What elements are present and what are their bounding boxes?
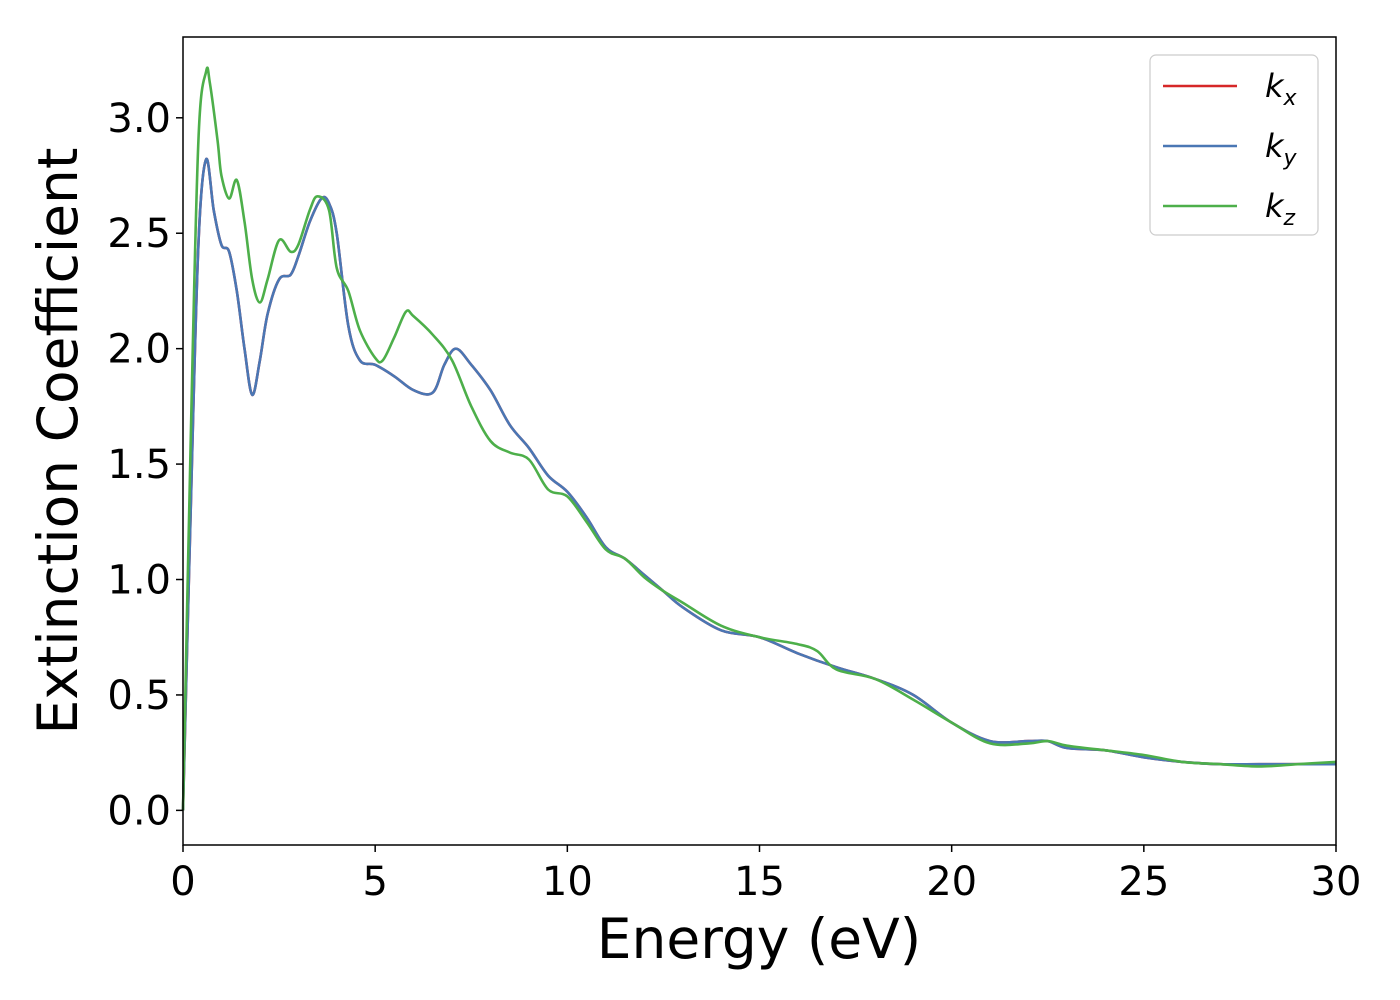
legend-label-base: k xyxy=(1265,187,1285,225)
y-tick-label: 0.0 xyxy=(107,788,171,834)
y-tick-label: 2.0 xyxy=(107,327,171,373)
legend-label-subscript: x xyxy=(1283,86,1298,111)
x-tick-label: 15 xyxy=(734,859,785,905)
x-tick-label: 30 xyxy=(1311,859,1362,905)
legend-label-base: k xyxy=(1265,67,1285,105)
x-tick-label: 0 xyxy=(170,859,195,905)
legend-label-subscript: z xyxy=(1283,206,1296,231)
plot-lines xyxy=(181,66,1337,811)
x-tick-label: 10 xyxy=(542,859,593,905)
series-line-k-z xyxy=(181,66,1337,811)
y-axis-title: Extinction Coefficient xyxy=(26,148,90,735)
y-tick-label: 0.5 xyxy=(107,673,171,719)
y-axis-ticks: 0.0 0.5 1.0 1.5 2.0 2.5 3.0 xyxy=(107,96,183,834)
legend-label-y: ky xyxy=(1265,127,1298,171)
x-tick-label: 25 xyxy=(1118,859,1169,905)
legend-label-x: kx xyxy=(1265,67,1298,111)
legend-label-z: kz xyxy=(1265,187,1296,231)
legend-label-base: k xyxy=(1265,127,1285,165)
y-tick-label: 3.0 xyxy=(107,96,171,142)
series-line-k-y xyxy=(181,158,1336,811)
y-tick-label: 1.5 xyxy=(107,442,171,488)
y-tick-label: 1.0 xyxy=(107,558,171,604)
x-tick-label: 5 xyxy=(362,859,387,905)
x-axis-title: Energy (eV) xyxy=(597,907,921,971)
x-axis-ticks: 0 5 10 15 20 25 30 xyxy=(170,845,1361,905)
x-tick-label: 20 xyxy=(926,859,977,905)
legend-label-subscript: y xyxy=(1283,146,1298,171)
y-tick-label: 2.5 xyxy=(107,211,171,257)
